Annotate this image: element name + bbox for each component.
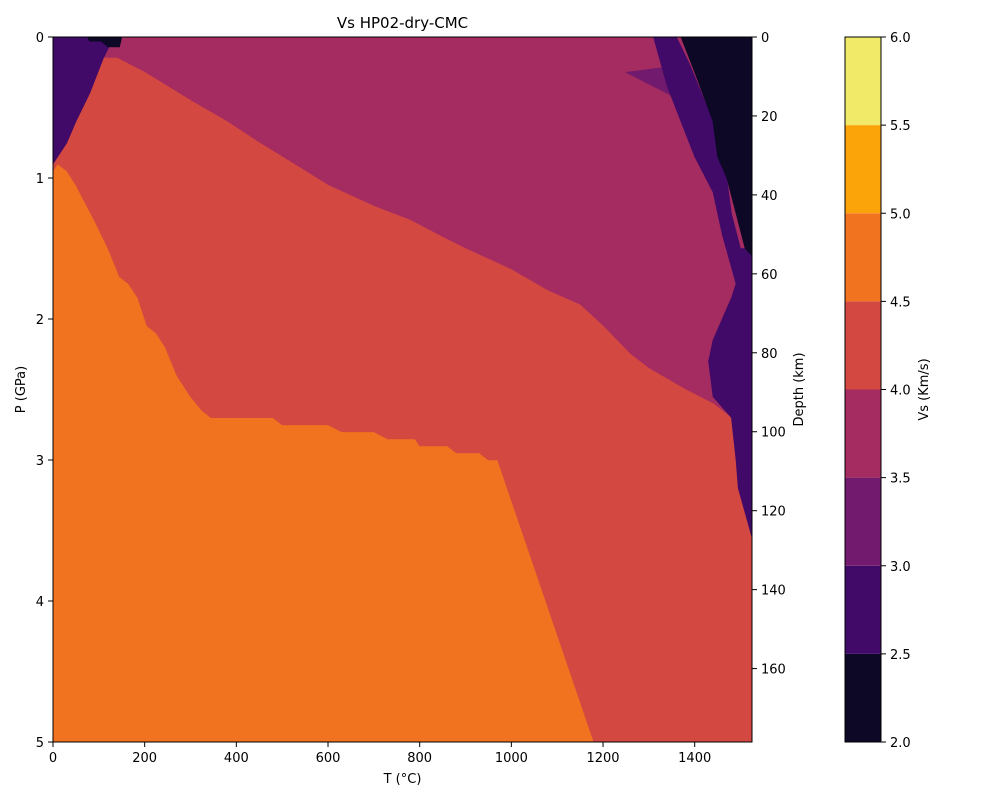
x-tick-label: 0 <box>49 751 57 766</box>
depth-tick-label: 100 <box>761 426 786 441</box>
depth-tick-label: 40 <box>761 189 778 204</box>
plot-frame <box>52 36 753 743</box>
x-axis: 0 200 400 600 800 1000 1200 1400 <box>49 742 711 766</box>
colorbar: 2.0 2.5 3.0 3.5 4.0 4.5 5.0 5.5 6.0 <box>844 31 911 751</box>
contour-regions <box>52 36 753 743</box>
colorbar-label: Vs (Km/s) <box>917 358 932 420</box>
x-tick-label: 1000 <box>495 751 528 766</box>
x-tick-label: 600 <box>316 751 341 766</box>
depth-axis: 0 20 40 60 80 100 120 140 160 <box>752 31 786 678</box>
x-tick-label: 800 <box>407 751 432 766</box>
colorbar-tick-label: 3.5 <box>890 472 911 487</box>
y-tick-label: 5 <box>36 736 44 751</box>
colorbar-swatch <box>845 653 881 742</box>
colorbar-swatch <box>845 213 881 302</box>
colorbar-tick-label: 4.5 <box>890 295 911 310</box>
y-tick-label: 0 <box>36 31 44 46</box>
y-axis-label: P (GPa) <box>14 366 29 413</box>
colorbar-tick-label: 2.5 <box>890 648 911 663</box>
y-tick-label: 1 <box>36 172 44 187</box>
colorbar-tick-label: 2.0 <box>890 736 911 751</box>
x-tick-label: 200 <box>132 751 157 766</box>
colorbar-swatch <box>845 37 881 126</box>
colorbar-tick-label: 5.0 <box>890 207 911 222</box>
x-axis-label: T (°C) <box>383 772 422 787</box>
depth-tick-label: 140 <box>761 584 786 599</box>
colorbar-swatch <box>845 477 881 566</box>
colorbar-swatch <box>845 565 881 654</box>
depth-tick-label: 120 <box>761 505 786 520</box>
depth-tick-label: 60 <box>761 268 778 283</box>
depth-axis-label: Depth (km) <box>792 352 807 426</box>
colorbar-tick-label: 3.0 <box>890 560 911 575</box>
y-axis: 0 1 2 3 4 5 <box>36 31 53 751</box>
y-tick-label: 2 <box>36 313 44 328</box>
colorbar-tick-label: 4.0 <box>890 384 911 399</box>
depth-tick-label: 80 <box>761 347 778 362</box>
y-tick-label: 4 <box>36 595 44 610</box>
colorbar-swatch <box>845 301 881 390</box>
x-tick-label: 1400 <box>678 751 711 766</box>
x-tick-label: 400 <box>224 751 249 766</box>
y-tick-label: 3 <box>36 454 44 469</box>
x-tick-label: 1200 <box>586 751 619 766</box>
chart-title: Vs HP02-dry-CMC <box>337 14 468 32</box>
depth-tick-label: 160 <box>761 663 786 678</box>
colorbar-swatch <box>845 389 881 478</box>
colorbar-swatch <box>845 125 881 214</box>
depth-tick-label: 0 <box>761 31 769 46</box>
colorbar-tick-label: 6.0 <box>890 31 911 46</box>
depth-tick-label: 20 <box>761 110 778 125</box>
colorbar-tick-label: 5.5 <box>890 119 911 134</box>
